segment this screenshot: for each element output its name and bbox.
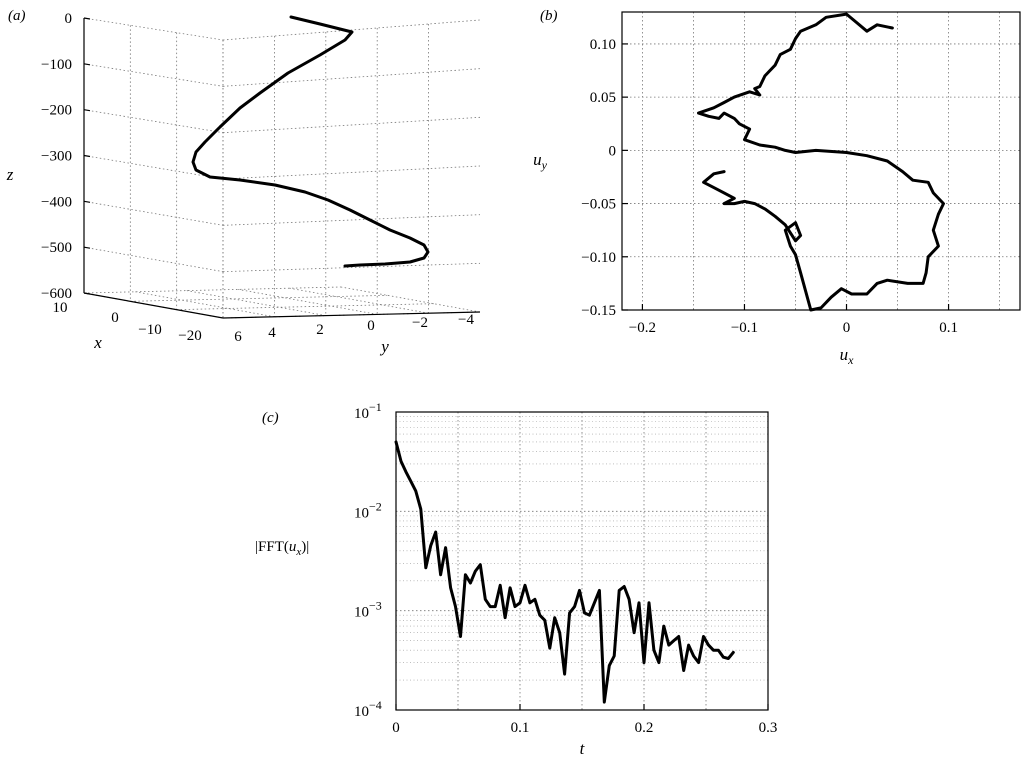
x-tick-label: 0	[843, 320, 851, 336]
y-tick-label: 0	[609, 143, 617, 159]
y-tick-label: 10−3	[354, 599, 382, 621]
helix-trajectory	[191, 15, 430, 268]
z-axis-label: z	[6, 165, 14, 184]
z-gridline-left	[83, 63, 224, 87]
x-axis-label: x	[93, 333, 102, 352]
floor-gridline	[135, 291, 275, 318]
x-tick-label: 0.1	[511, 720, 530, 736]
x-tick-label: −20	[178, 328, 201, 344]
floor-gridline	[176, 303, 434, 311]
z-gridline-left	[83, 246, 224, 273]
z-gridline-left	[83, 17, 224, 41]
x-tick-label: 0.2	[635, 720, 654, 736]
x-tick-label: 0.3	[759, 720, 778, 736]
y-tick-label: 10−1	[354, 400, 382, 422]
z-gridline-right	[222, 116, 481, 134]
z-tick-label: −500	[41, 240, 72, 256]
x-axis	[83, 292, 224, 319]
panel-b-velocity-plot: (b)−0.2 −0.1 0 0.10.100.050−0.05−0.10−0.15u…	[533, 8, 1021, 367]
y-tick-label: 4	[268, 325, 276, 341]
z-gridline-left	[83, 109, 224, 134]
z-tick-label: −600	[41, 286, 72, 302]
y-tick-label: 10−2	[354, 499, 382, 521]
z-tick-label: −300	[41, 149, 72, 165]
floor-gridline	[289, 287, 429, 314]
y-tick-label: −0.05	[581, 197, 616, 213]
x-tick-label: −0.2	[629, 320, 656, 336]
floor-gridline	[340, 286, 481, 313]
y-tick-label: 0	[367, 318, 375, 334]
x-tick-label: 0	[111, 310, 119, 326]
floor-gridline	[238, 289, 378, 315]
y-tick-label: 0.10	[590, 37, 616, 53]
z-tick-label: −400	[41, 194, 72, 210]
floor-gridline	[186, 290, 326, 316]
z-tick-mark	[83, 154, 91, 158]
fft-series-line	[394, 440, 735, 704]
y-axis-label: uy	[533, 150, 548, 172]
y-tick-label: −2	[412, 315, 428, 331]
x-tick-label: −10	[138, 322, 161, 338]
y-tick-label: −0.15	[581, 303, 616, 319]
panel-label: (b)	[540, 8, 558, 24]
z-gridline-right	[222, 165, 481, 180]
x-tick-label: −0.1	[731, 320, 758, 336]
z-gridline-right	[222, 214, 481, 226]
z-tick-mark	[83, 109, 91, 112]
velocity-trajectory	[697, 12, 945, 312]
z-tick-mark	[83, 292, 91, 295]
z-tick-label: −100	[41, 57, 72, 73]
y-axis-label: y	[379, 337, 389, 356]
x-axis-label: t	[580, 739, 586, 758]
x-tick-label: 10	[53, 300, 68, 316]
plot-frame	[395, 411, 769, 711]
y-tick-label: 6	[234, 329, 242, 345]
panel-label: (a)	[8, 8, 26, 24]
z-tick-label: −200	[41, 103, 72, 119]
z-tick-mark	[83, 17, 91, 20]
z-tick-mark	[83, 200, 91, 203]
z-gridline-left	[83, 200, 224, 226]
panel-c-fft-plot: (c) 0 0.1 0.2 0.3 10−1 10−2 10−3 10−4 t |FFT(ux)|	[255, 400, 777, 758]
z-tick-mark	[83, 63, 91, 66]
y-tick-label: 0.05	[590, 90, 616, 106]
panel-label: (c)	[262, 410, 279, 426]
y-axis-label: |FFT(ux)|	[255, 539, 309, 558]
z-gridline-left	[83, 155, 224, 180]
x-tick-label: 0	[392, 720, 400, 736]
floor-gridline	[130, 294, 388, 302]
x-axis-label: ux	[840, 345, 855, 367]
z-gridline-right	[222, 19, 481, 41]
y-tick-label: 2	[316, 322, 324, 338]
z-tick-label: 0	[65, 11, 73, 27]
y-axis	[222, 311, 481, 319]
x-tick-label: 0.1	[939, 320, 958, 336]
z-gridline-right	[222, 262, 481, 273]
floor-gridline	[83, 286, 342, 294]
y-tick-label: −4	[458, 312, 474, 328]
y-tick-label: 10−4	[354, 698, 382, 720]
z-gridline-right	[222, 68, 481, 87]
z-tick-mark	[83, 246, 91, 249]
plot-frame	[621, 11, 1021, 311]
y-tick-label: −0.10	[581, 250, 616, 266]
